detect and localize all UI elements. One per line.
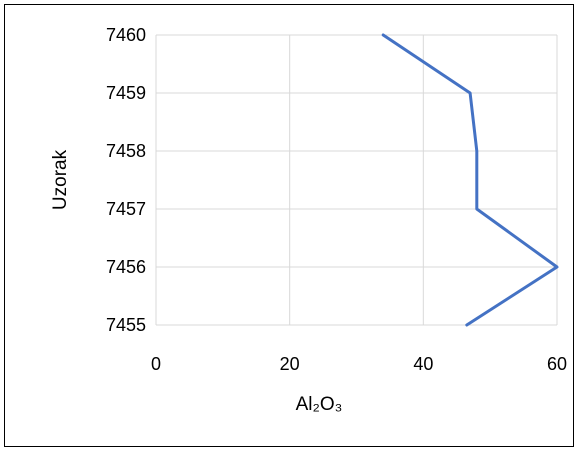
y-tick-label: 7456 [106, 257, 146, 277]
data-series [381, 33, 559, 327]
series-line [381, 33, 559, 327]
y-tick-label: 7459 [106, 83, 146, 103]
chart-frame [4, 4, 574, 447]
y-tick-label: 7458 [106, 141, 146, 161]
x-tick-label: 40 [413, 354, 433, 374]
grid-lines [155, 34, 558, 326]
x-tick-labels: 0 20 40 60 [151, 354, 567, 374]
x-tick-label: 0 [151, 354, 161, 374]
y-tick-label: 7455 [106, 315, 146, 335]
x-tick-label: 20 [280, 354, 300, 374]
y-tick-label: 7457 [106, 199, 146, 219]
x-tick-label: 60 [547, 354, 567, 374]
y-tick-label: 7460 [106, 25, 146, 45]
y-axis-title: Uzorak [50, 149, 71, 210]
y-tick-labels: 7455 7456 7457 7458 7459 7460 [106, 25, 146, 335]
x-axis-title: Al₂O₃ [296, 394, 343, 415]
